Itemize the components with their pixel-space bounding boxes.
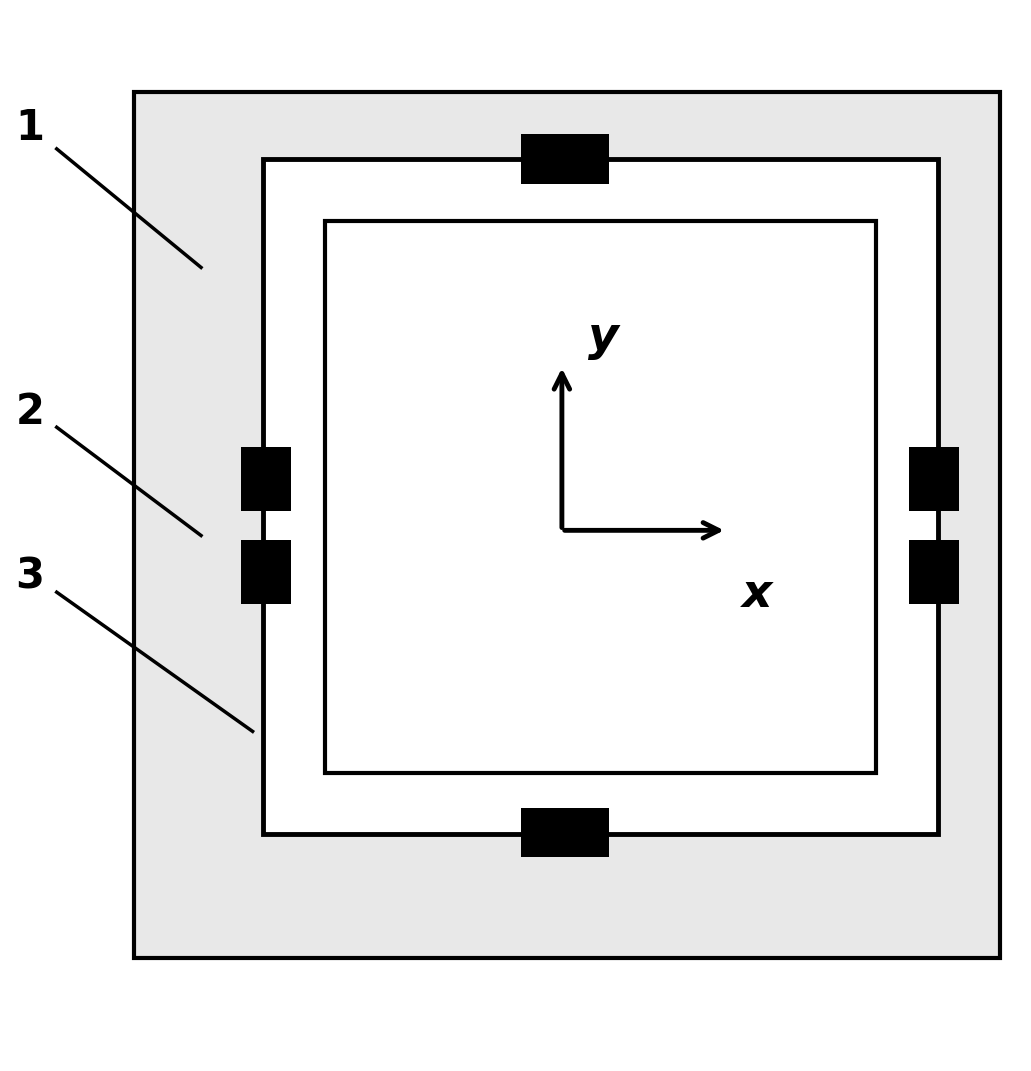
Bar (522, 808, 608, 857)
Bar (241, 447, 291, 511)
Bar (522, 135, 608, 184)
Bar (263, 160, 938, 834)
Text: x: x (742, 572, 773, 617)
Bar (134, 92, 1000, 959)
Text: 3: 3 (15, 556, 44, 598)
Bar (241, 540, 291, 604)
Bar (909, 540, 959, 604)
Text: 1: 1 (15, 107, 44, 149)
Bar (909, 447, 959, 511)
Text: 2: 2 (15, 391, 44, 433)
Text: y: y (588, 315, 619, 360)
Bar (325, 221, 876, 772)
